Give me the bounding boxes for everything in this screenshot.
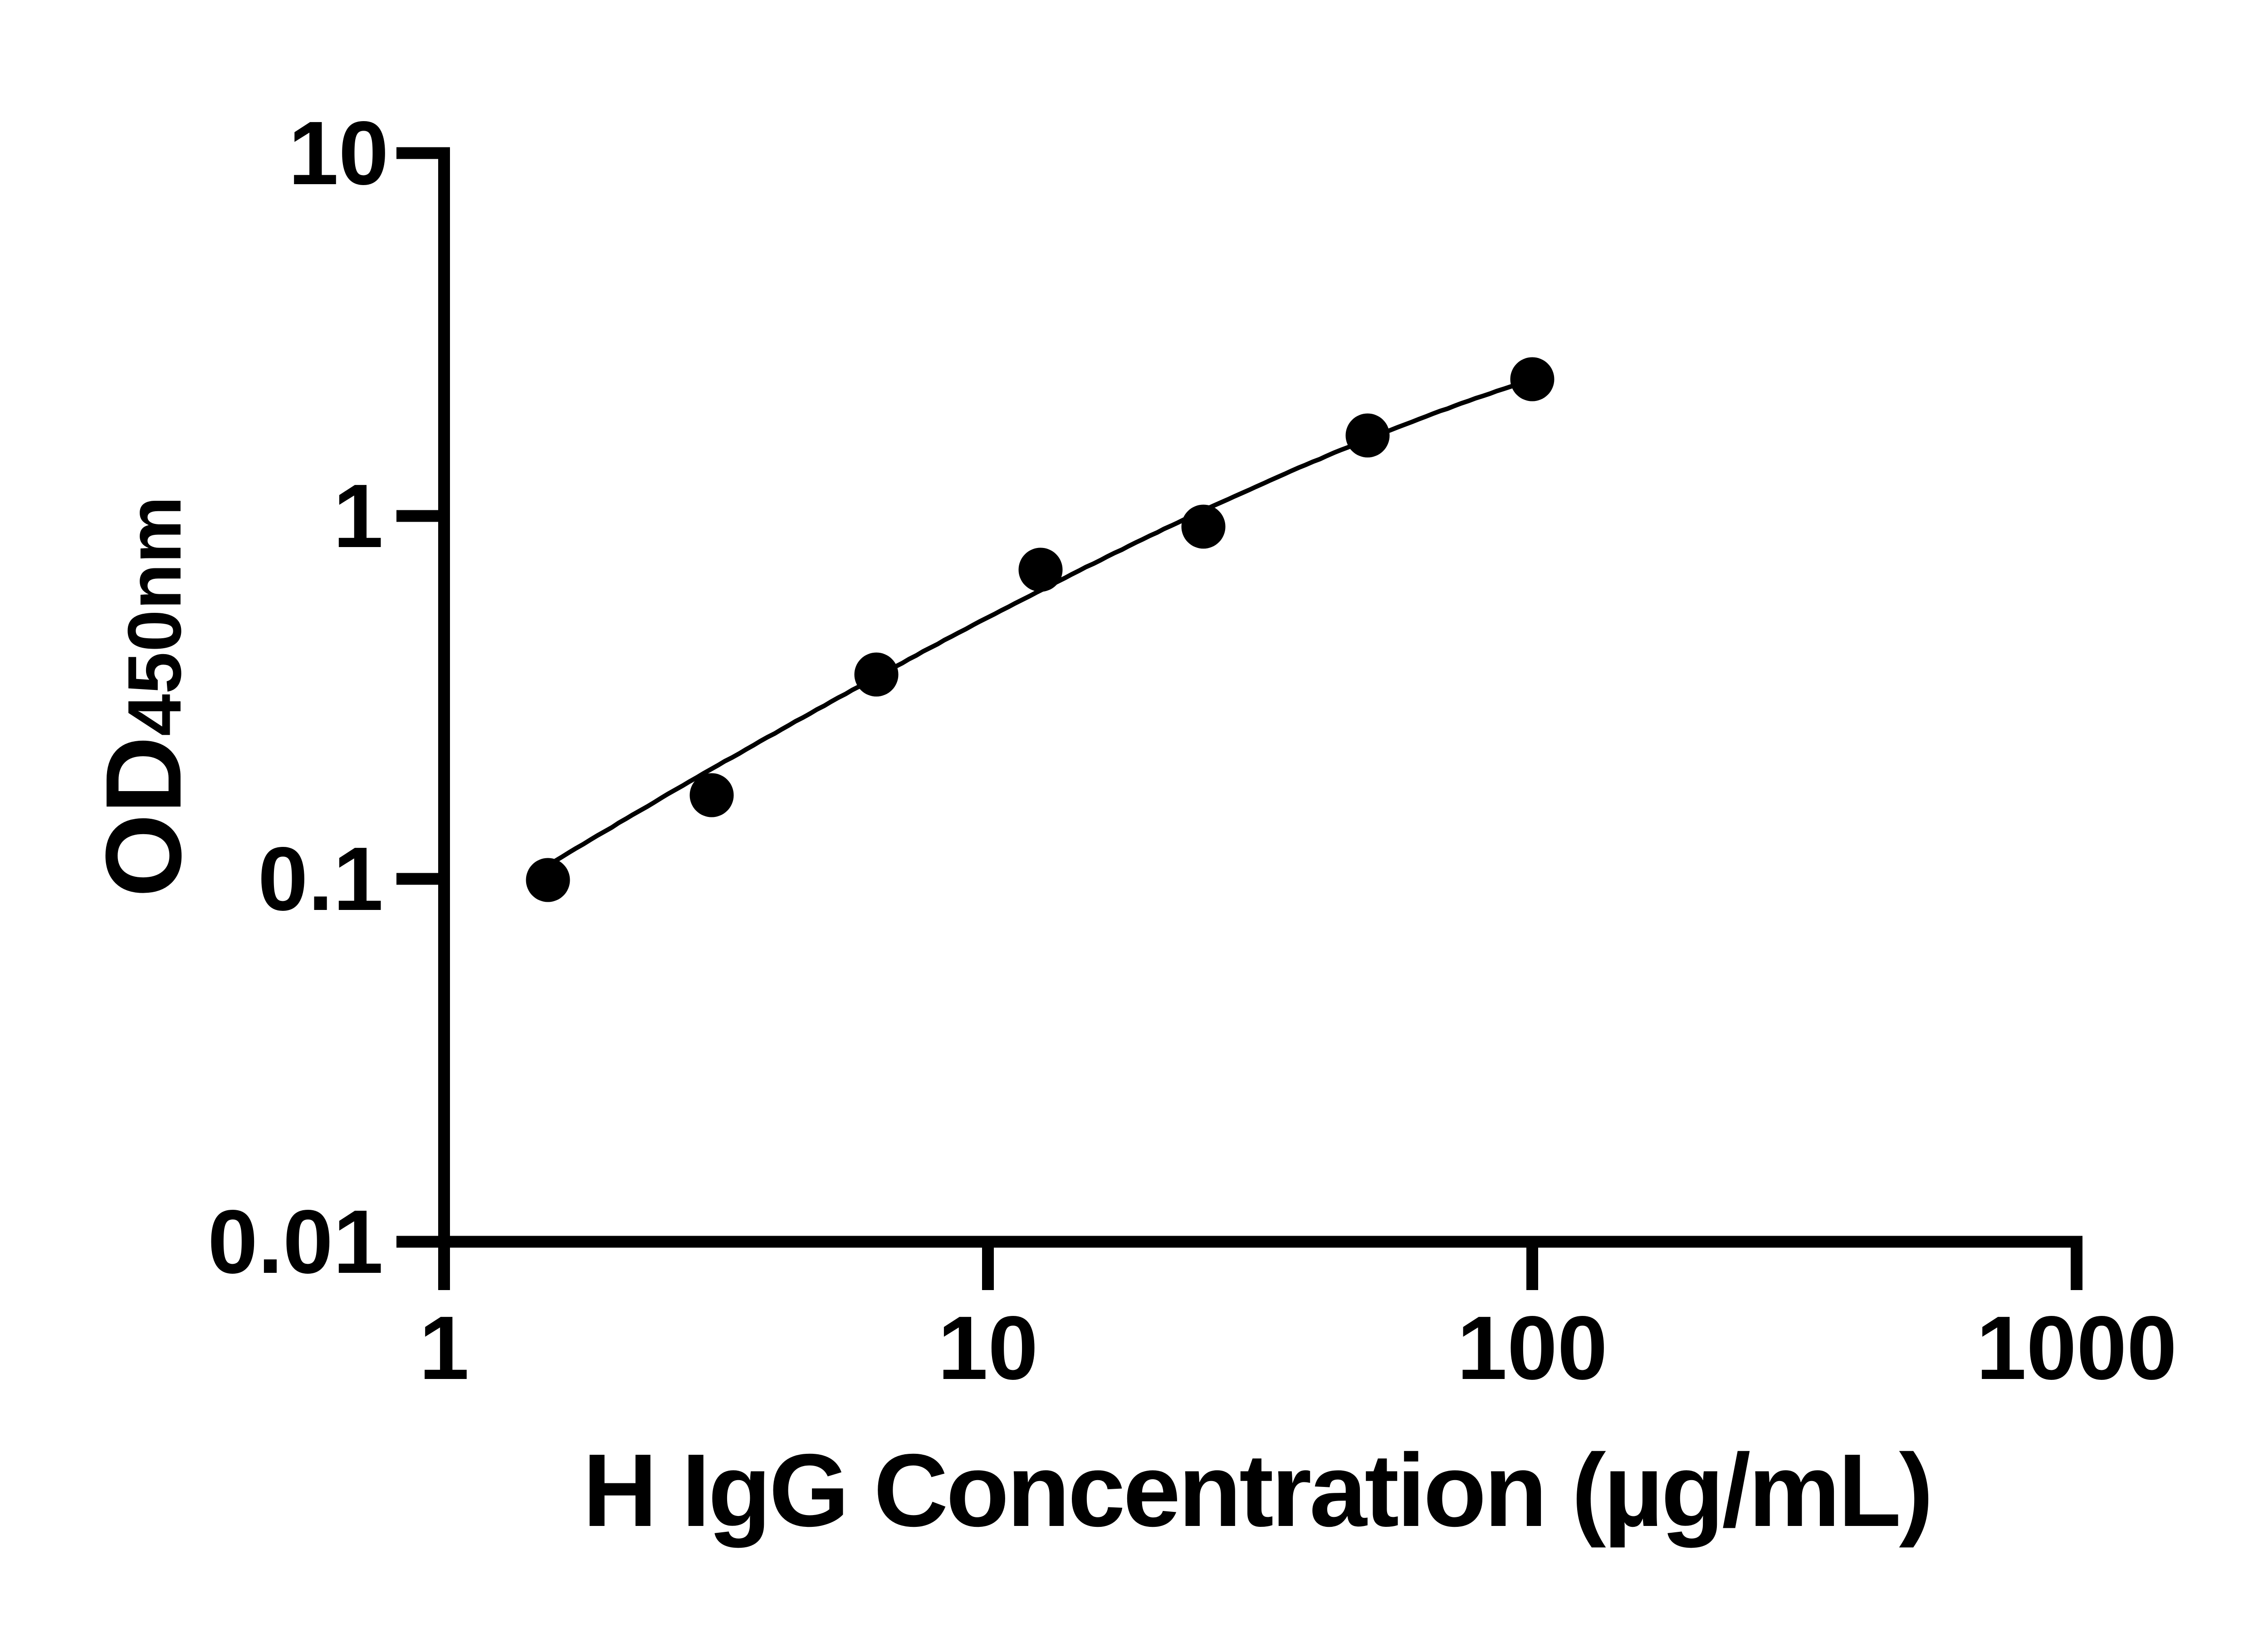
svg-text:100: 100: [1457, 1298, 1608, 1398]
svg-text:10: 10: [938, 1298, 1038, 1398]
svg-text:10: 10: [288, 103, 389, 204]
svg-text:1: 1: [333, 466, 383, 567]
svg-text:H IgG Concentration (µg/mL): H IgG Concentration (µg/mL): [583, 1433, 1931, 1548]
svg-text:OD450nm: OD450nm: [83, 496, 204, 898]
svg-text:0.01: 0.01: [208, 1192, 383, 1292]
svg-text:0.1: 0.1: [258, 829, 383, 929]
svg-text:1000: 1000: [1976, 1298, 2177, 1398]
svg-text:1: 1: [419, 1298, 469, 1398]
